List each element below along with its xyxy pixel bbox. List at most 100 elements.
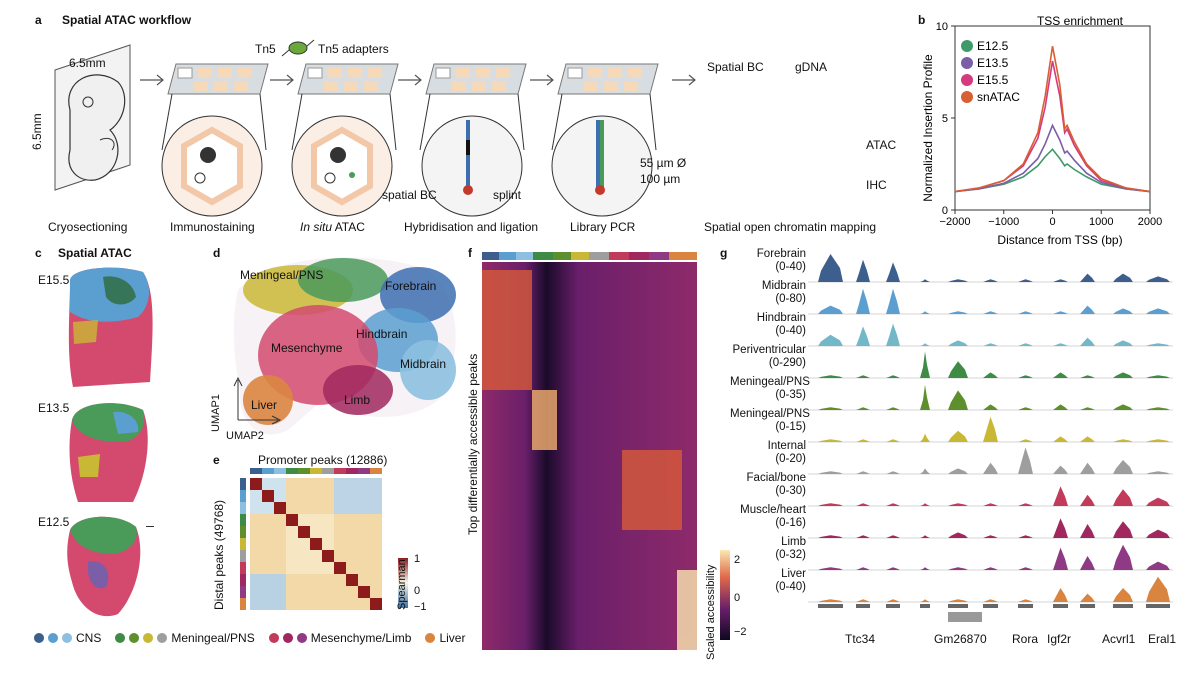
track-label: Periventricular (0-290) [730,344,807,376]
track-peak [1113,460,1133,474]
umap-label-mesenchyme: Mesenchyme [271,341,343,355]
spearman-tick-0: 0 [414,585,421,597]
gdna-label: gDNA [795,60,828,74]
track-peak [856,471,870,474]
track-peak [948,567,968,570]
track-name: Muscle/heart [740,504,806,516]
dim-vertical: 6.5mm [30,113,44,150]
track-peak [856,326,870,346]
track-peak [1113,544,1133,570]
section-e15-5-map [68,267,153,387]
track-labels: Forebrain (0-40) Midbrain (0-80) Hindbrain (0… [730,248,810,600]
track-peak [886,375,900,378]
umap-plot [233,257,456,435]
gene-annotation-bar [886,604,900,608]
track-peak [818,334,843,346]
series-line-e12-5 [954,148,1151,193]
gene-isoform-stack [948,612,982,622]
legend-liver: Liver [439,631,466,645]
umap-label-liver: Liver [251,398,278,412]
y-tick-label: 0 [942,205,948,217]
track-peak [818,439,843,442]
track-peak [1018,439,1033,442]
legend-marker [961,74,973,86]
heatmap-top-bar [482,252,697,260]
track-peak [856,439,870,442]
track-peak [983,279,998,282]
cluster-midbrain [400,340,456,400]
track-peak [948,361,968,378]
panel-letter-d: d [213,246,221,260]
track-name: Facial/bone [746,472,806,484]
legend-label: E13.5 [977,56,1009,70]
track-peak [1146,497,1170,506]
legend-mesenchyme: Mesenchyme/Limb [310,631,412,645]
legend-dot-men-4 [157,633,168,643]
track-peak [818,305,843,314]
track-name: Periventricular [732,344,807,356]
track-peak [818,567,843,570]
y-tick-label: 10 [936,21,948,33]
track-peak [920,599,930,602]
legend-cns: CNS [76,631,102,645]
gene-gm26870: Gm26870 [934,632,987,646]
correlation-heatmap [240,468,408,610]
panel-c-title: Spatial ATAC [58,246,132,260]
section-e15-5: E15.5 [38,273,70,287]
legend-label: E12.5 [977,39,1009,53]
legend-dot-men-1 [115,633,126,643]
track-peak [1146,276,1170,282]
heatmap-left-colorbar [240,478,246,610]
track-peak [1018,599,1033,602]
track-peak [856,375,870,378]
track-peak [1080,337,1095,346]
gene-annotation-bar [1018,604,1033,608]
track-peak [818,471,843,474]
track-peak [1080,524,1095,538]
track-peak [1080,556,1095,570]
panel-f-ylabel: Top differentially accessible peaks [466,353,480,535]
track-peak [886,407,900,410]
track-peak [983,567,998,570]
step-in-situ-atac: In situ ATAC [300,220,365,234]
track-peak [818,254,843,282]
panel-e-ylabel: Distal peaks (49768) [212,499,226,610]
spot-size-label: 55 µm Ø [640,156,687,170]
track-peak [818,375,843,378]
track-peak [1053,518,1068,538]
track-peak [1018,311,1033,314]
track-peak [920,279,930,282]
track-label: Liver (0-40) [730,568,806,600]
track-peak [1053,372,1068,378]
gene-annotation-bar [1053,604,1068,608]
embryo-section-illustration [54,44,131,191]
panel-letter-a: a [35,13,42,27]
legend-label: snATAC [977,90,1020,104]
track-peak [1053,465,1068,474]
spearman-label: Spearman [396,559,408,610]
track-peak [1146,529,1170,538]
track-label: Internal (0-20) [730,440,806,472]
spearman-colorbar [398,558,408,608]
umap1-label: UMAP1 [210,394,222,432]
track-label: Forebrain (0-40) [730,248,806,280]
panel-a-title: Spatial ATAC workflow [62,13,192,27]
track-peak [920,343,930,346]
track-peak [983,535,998,538]
chart-frame [954,25,1151,211]
chart-title: TSS enrichment [1037,14,1124,28]
track-peak [983,462,998,474]
track-peak [886,262,900,282]
cluster-limb [323,365,393,415]
scaled-accessibility-colorbar [720,550,730,640]
legend-dot-cns-1 [34,633,44,643]
track-peak [948,311,968,314]
track-peak [948,532,968,538]
legend-dot-cns-2 [48,633,58,643]
track-name: Liver [781,568,806,580]
f-cbar-label: Scaled accessibility [705,564,717,660]
legend-marker [961,40,973,52]
spatial-sections [67,267,153,617]
track-peak [818,535,843,538]
tn5-adapters-label: Tn5 adapters [318,42,389,56]
